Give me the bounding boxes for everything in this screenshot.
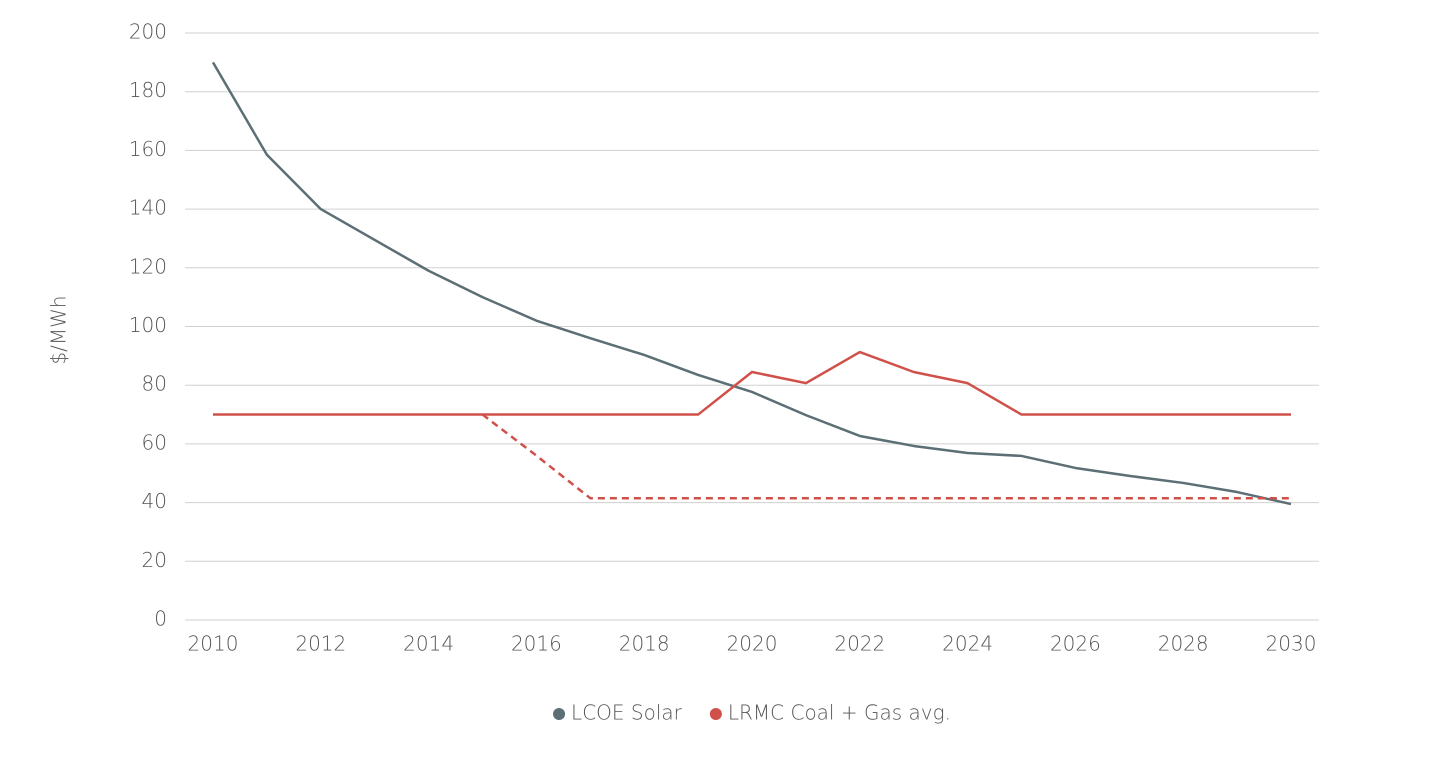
y-tick-label: 160 [129, 137, 167, 161]
x-tick-label: 2022 [834, 632, 885, 656]
legend: LCOE Solar LRMC Coal + Gas avg. [553, 701, 951, 725]
x-tick-label: 2014 [403, 632, 454, 656]
series-line [211, 61, 1292, 506]
legend-marker [709, 708, 722, 720]
x-tick-label: 2024 [942, 632, 993, 656]
x-tick-label: 2026 [1050, 632, 1101, 656]
y-tick-label: 0 [154, 607, 167, 631]
legend-item: LRMC Coal + Gas avg. [709, 701, 951, 725]
y-tick-label: 180 [129, 78, 167, 102]
y-tick-label: 40 [142, 489, 167, 513]
legend-label: LRMC Coal + Gas avg. [728, 701, 951, 725]
y-tick-label: 20 [142, 548, 167, 572]
x-tick-label: 2010 [188, 632, 239, 656]
series-line [213, 350, 1291, 416]
y-tick-label: 120 [129, 254, 167, 278]
y-tick-label: 100 [129, 313, 167, 337]
series-line [481, 413, 1291, 500]
legend-marker [553, 708, 566, 720]
x-tick-label: 2016 [511, 632, 562, 656]
x-tick-label: 2012 [295, 632, 346, 656]
y-tick-label: 80 [142, 372, 167, 396]
y-tick-label: 200 [129, 20, 167, 44]
x-tick-label: 2020 [727, 632, 778, 656]
x-tick-label: 2030 [1266, 632, 1317, 656]
x-tick-label: 2018 [619, 632, 670, 656]
y-axis-label: $/MWh [47, 295, 71, 364]
y-tick-label: 60 [142, 430, 167, 454]
y-tick-label: 140 [129, 196, 167, 220]
legend-item: LCOE Solar [553, 701, 683, 725]
legend-label: LCOE Solar [571, 701, 683, 725]
x-tick-label: 2028 [1158, 632, 1209, 656]
